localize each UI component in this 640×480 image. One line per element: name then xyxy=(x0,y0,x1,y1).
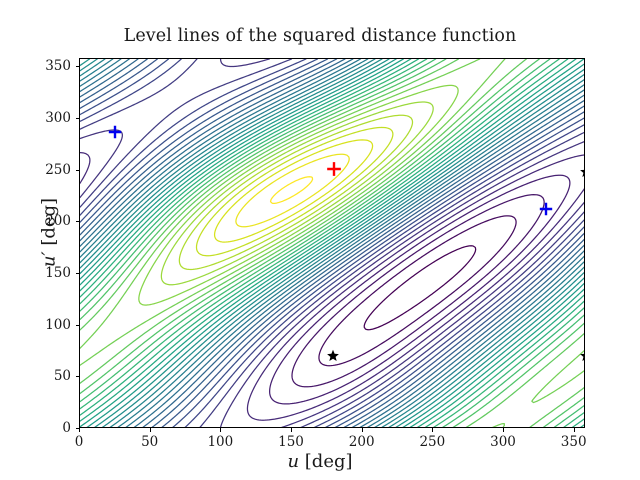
contour-level-line xyxy=(80,59,584,427)
star-icon xyxy=(327,349,339,361)
x-tick-label: 100 xyxy=(207,434,234,450)
contour-level-line xyxy=(80,59,584,427)
contour-level-line xyxy=(235,153,350,228)
y-axis-unit: [deg] xyxy=(38,197,60,246)
contour-level-line xyxy=(178,114,414,271)
contour-level-line xyxy=(318,215,517,367)
contour-level-line xyxy=(138,84,459,306)
contour-level-line xyxy=(80,59,584,427)
contour-level-line xyxy=(80,59,584,427)
x-axis-unit: [deg] xyxy=(304,451,353,472)
plus-icon xyxy=(327,161,342,176)
y-tick-mark xyxy=(75,117,79,119)
contour-level-line xyxy=(80,59,584,427)
x-tick-label: 200 xyxy=(348,434,375,450)
contour-level-line xyxy=(268,174,571,405)
contour-level-line xyxy=(80,59,584,427)
y-tick-label: 150 xyxy=(45,264,71,281)
contour-level-line xyxy=(80,151,584,421)
contour-level-line xyxy=(80,59,584,427)
y-tick-mark xyxy=(75,324,79,326)
y-tick-label: 300 xyxy=(45,109,71,126)
contour-level-line xyxy=(80,59,584,427)
star-icon xyxy=(580,169,584,177)
y-tick-mark xyxy=(75,376,79,378)
y-axis-variable: u xyxy=(38,255,60,268)
black-star-center-bottom-marker xyxy=(327,349,339,361)
contour-level-line xyxy=(80,59,584,427)
contour-level-line xyxy=(80,59,584,427)
y-tick-label: 0 xyxy=(62,420,71,436)
y-tick-mark xyxy=(75,428,79,429)
x-tick-mark xyxy=(432,428,434,432)
contour-level-line xyxy=(291,194,545,388)
x-tick-label: 300 xyxy=(490,434,516,450)
x-axis-label: u [deg] xyxy=(0,451,640,472)
y-tick-mark xyxy=(75,272,79,274)
page-title: Level lines of the squared distance func… xyxy=(123,26,517,46)
y-axis-prime: ′ xyxy=(38,251,60,256)
contour-level-line xyxy=(80,59,584,427)
contour-level-line xyxy=(80,59,584,427)
star-icon xyxy=(580,353,584,361)
plot-axes xyxy=(79,58,585,428)
black-star-right-top-marker xyxy=(580,169,584,177)
contour-level-line xyxy=(269,176,314,205)
plus-icon xyxy=(540,202,553,216)
contour-level-line xyxy=(80,59,584,427)
contour-level-line xyxy=(80,59,584,427)
red-plus-marker xyxy=(327,161,342,176)
x-tick-mark xyxy=(220,428,222,432)
y-tick-label: 100 xyxy=(45,316,71,333)
contour-level-line xyxy=(80,59,584,427)
contour-level-line xyxy=(213,139,374,243)
contour-level-line xyxy=(80,59,584,427)
marker-layer xyxy=(80,59,584,427)
y-tick-label: 350 xyxy=(45,58,71,75)
y-axis-label: u′ [deg] xyxy=(39,138,60,328)
x-tick-label: 0 xyxy=(74,434,84,450)
y-tick-mark xyxy=(75,221,79,223)
x-tick-mark xyxy=(79,428,80,432)
blue-plus-right-marker xyxy=(540,202,553,216)
x-tick-mark xyxy=(503,428,505,432)
x-tick-mark xyxy=(149,428,151,432)
contour-level-line xyxy=(363,245,477,331)
x-tick-label: 350 xyxy=(560,434,587,450)
contour-lines xyxy=(80,59,584,427)
x-tick-mark xyxy=(361,428,363,432)
blue-plus-left-marker xyxy=(109,126,122,139)
x-tick-label: 150 xyxy=(278,434,304,450)
contour-level-line xyxy=(80,59,584,427)
contour-level-line xyxy=(80,59,584,427)
x-tick-label: 250 xyxy=(419,434,446,450)
y-tick-label: 250 xyxy=(45,161,71,178)
contour-level-line xyxy=(80,59,584,427)
y-tick-mark xyxy=(75,66,79,68)
x-axis-variable: u xyxy=(287,451,300,472)
black-star-right-bottom-marker xyxy=(580,353,584,361)
contour-level-line xyxy=(80,59,584,427)
y-tick-label: 200 xyxy=(45,213,71,230)
y-tick-label: 50 xyxy=(53,368,71,385)
contour-level-line xyxy=(80,59,584,427)
plus-icon xyxy=(109,126,122,139)
x-tick-mark xyxy=(573,428,575,432)
contour-level-line xyxy=(195,126,394,257)
x-tick-mark xyxy=(291,428,292,432)
y-tick-mark xyxy=(75,169,79,171)
contour-level-line xyxy=(160,101,434,286)
contour-level-line xyxy=(80,59,584,427)
x-tick-label: 50 xyxy=(141,434,159,450)
